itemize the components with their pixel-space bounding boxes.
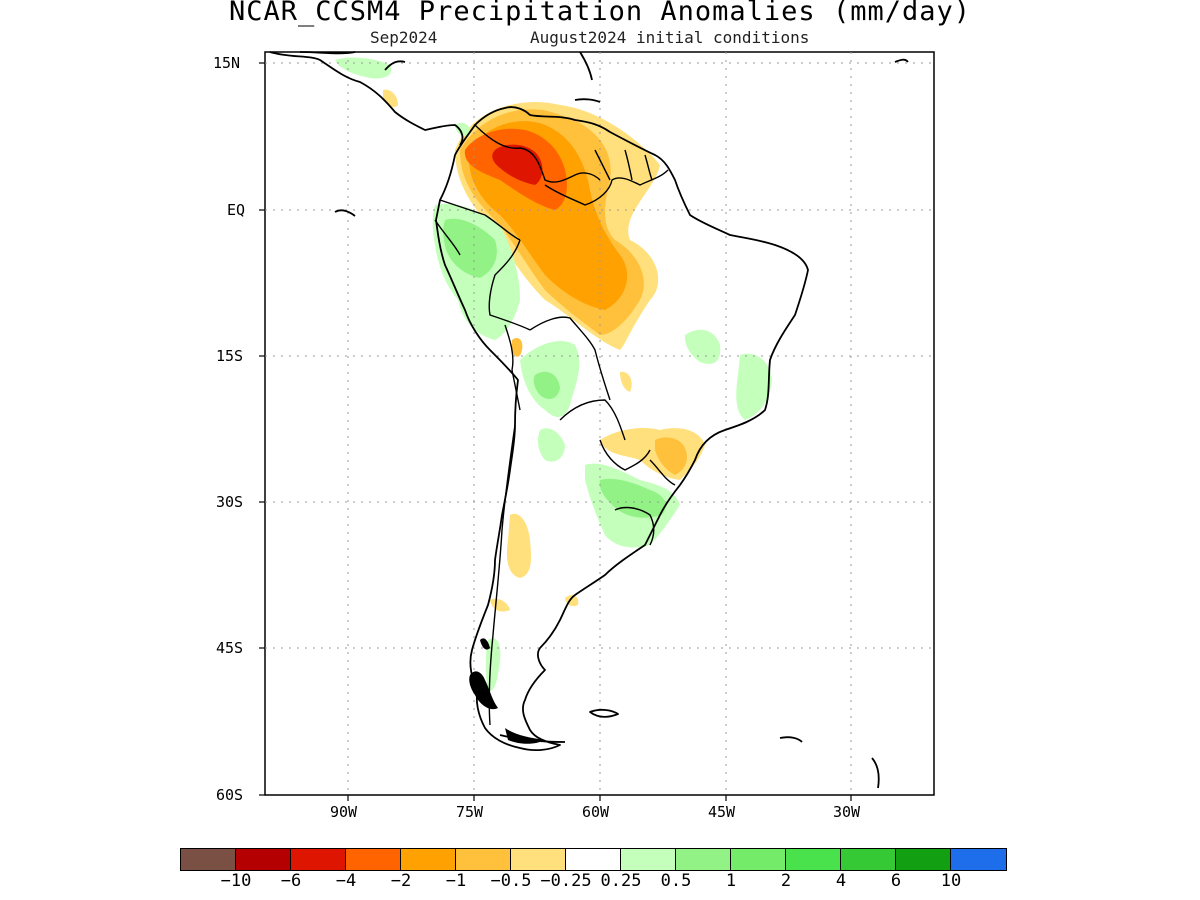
- border-colombia-peru: [439, 199, 521, 241]
- colorbar-swatch: [676, 849, 731, 870]
- lon-label-75w: 75W: [456, 803, 484, 821]
- dry-region-core-extreme: [492, 144, 543, 185]
- falkland-islands: [589, 708, 619, 718]
- colorbar-label: 6: [890, 871, 902, 891]
- colorbar-swatch: [401, 849, 456, 870]
- colorbar-label: 0.25: [600, 871, 642, 891]
- border-peru-brazil: [488, 239, 531, 331]
- wet-region-brazil-east: [684, 329, 721, 365]
- colorbar-label: −6: [280, 871, 302, 891]
- border-guianas: [594, 149, 653, 181]
- dry-region-brazil-east: [620, 371, 632, 392]
- colorbar-label: −4: [335, 871, 357, 891]
- anomaly-shading: [335, 57, 772, 691]
- colorbar-label: 2: [780, 871, 792, 891]
- wet-region-andes-north-core: [443, 218, 497, 278]
- border-ecuador-peru: [434, 219, 461, 256]
- axis-ticks: [259, 62, 852, 801]
- border-chile-argentina: [488, 424, 516, 726]
- border-bolivia-paraguay: [559, 399, 626, 441]
- colorbar-label: −1: [445, 871, 467, 891]
- colorbar-label: 4: [835, 871, 847, 891]
- central-america-north: [299, 51, 406, 71]
- colorbar-label: 10: [940, 871, 962, 891]
- border-chile-bolivia: [511, 369, 521, 411]
- colorbar-swatch: [951, 849, 1006, 870]
- colorbar-label: −2: [390, 871, 412, 891]
- colorbar-label: 0.5: [660, 871, 692, 891]
- colorbar-swatch: [841, 849, 896, 870]
- lat-label-15s: 15S: [216, 347, 244, 365]
- map-title: NCAR_CCSM4 Precipitation Anomalies (mm/d…: [229, 0, 971, 27]
- colorbar-swatch: [236, 849, 291, 870]
- wet-region-chaco: [537, 428, 565, 462]
- wet-region-uruguay-core: [599, 478, 666, 518]
- border-paraguay: [599, 439, 651, 471]
- colorbar-label: −10: [220, 871, 252, 891]
- border-argentina-brazil: [649, 459, 676, 486]
- lat-label-60s: 60S: [216, 786, 244, 804]
- border-peru-bolivia: [504, 324, 514, 371]
- caribbean-islands: [574, 51, 909, 103]
- wet-region-guianas: [455, 122, 471, 136]
- colorbar-label: 1: [725, 871, 737, 891]
- colorbar-swatch: [786, 849, 841, 870]
- dry-region-argentina: [506, 513, 531, 578]
- dry-region-se-brazil-core: [655, 437, 687, 475]
- colorbar: [180, 848, 1007, 871]
- lon-label-60w: 60W: [582, 803, 610, 821]
- coastlines: [269, 51, 909, 789]
- colorbar-swatch: [896, 849, 951, 870]
- lat-label-15n: 15N: [213, 54, 241, 72]
- colorbar-swatch: [566, 849, 621, 870]
- central-america-coast: [269, 51, 464, 146]
- wet-region-brazil-coast: [736, 353, 772, 420]
- south-america-coast: [435, 106, 809, 752]
- country-borders: [434, 124, 676, 726]
- lat-label-45s: 45S: [216, 639, 244, 657]
- south-sandwich: [871, 757, 880, 789]
- lat-label-eq: EQ: [227, 201, 246, 219]
- south-georgia: [779, 736, 803, 743]
- colorbar-swatch: [346, 849, 401, 870]
- colorbar-swatch: [456, 849, 511, 870]
- forecast-month: Sep2024: [370, 28, 438, 47]
- colorbar-label: −0.25: [540, 871, 592, 891]
- border-bolivia-brazil: [529, 316, 611, 401]
- initial-conditions: August2024 initial conditions: [530, 28, 810, 47]
- colorbar-swatch: [621, 849, 676, 870]
- colorbar-swatch: [731, 849, 786, 870]
- colorbar-label: −0.5: [490, 871, 532, 891]
- chilean-archipelago: [469, 638, 545, 744]
- lon-label-90w: 90W: [330, 803, 358, 821]
- colorbar-swatch: [291, 849, 346, 870]
- galapagos: [334, 209, 356, 217]
- border-uruguay: [614, 506, 655, 546]
- border-venezuela-brazil: [544, 169, 669, 206]
- border-colombia-venezuela: [474, 124, 601, 183]
- wet-region-bolivia-core: [533, 371, 560, 400]
- colorbar-swatch: [181, 849, 236, 870]
- lon-label-30w: 30W: [833, 803, 861, 821]
- colorbar-swatch: [511, 849, 566, 870]
- dry-region-bolivia: [512, 338, 523, 357]
- lon-label-45w: 45W: [708, 803, 736, 821]
- lat-label-30s: 30S: [216, 493, 244, 511]
